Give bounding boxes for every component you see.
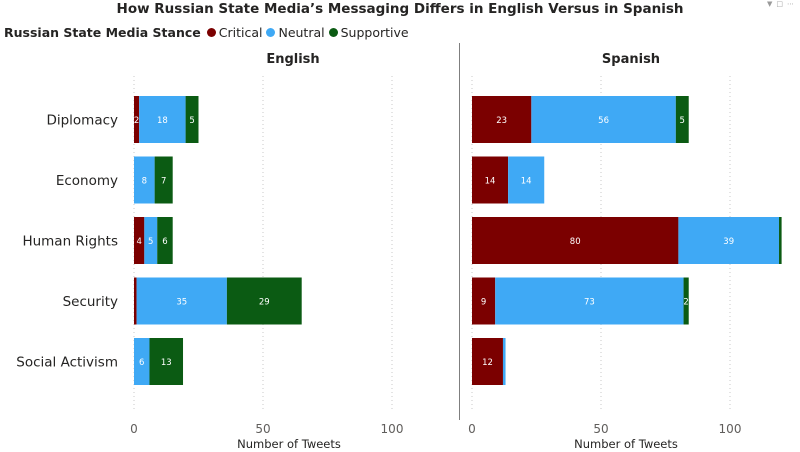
- data-label-english-diplomacy-critical: 2: [134, 116, 139, 126]
- category-label-social-activism: Social Activism: [16, 355, 118, 371]
- bar-spanish-human-rights-supportive: [779, 217, 782, 264]
- data-label-spanish-security-neutral: 73: [584, 298, 595, 308]
- bar-spanish-security-critical: [472, 277, 496, 325]
- tick-label-english-0: 0: [130, 422, 138, 436]
- panel-title-spanish: Spanish: [602, 52, 660, 67]
- data-label-spanish-diplomacy-neutral: 56: [598, 116, 609, 126]
- bar-english-diplomacy-critical: [134, 96, 140, 143]
- tick-label-spanish-100: 100: [719, 422, 742, 436]
- chart-title: How Russian State Media’s Messaging Diff…: [116, 1, 684, 17]
- legend-item-neutral[interactable]: Neutral: [266, 24, 325, 40]
- data-label-english-diplomacy-neutral: 18: [157, 116, 168, 126]
- filter-icon[interactable]: ▼: [766, 0, 773, 8]
- data-label-english-security-neutral: 35: [176, 298, 187, 308]
- bar-english-economy-supportive: [154, 156, 173, 204]
- bar-english-security-supportive: [226, 277, 302, 325]
- bar-english-human-rights-supportive: [157, 217, 173, 264]
- axis-label-spanish: Number of Tweets: [574, 437, 678, 451]
- data-label-spanish-security-critical: 9: [481, 298, 486, 308]
- legend-item-supportive[interactable]: Supportive: [328, 24, 409, 40]
- legend-swatch-critical: [206, 27, 216, 37]
- legend-swatch-neutral: [266, 27, 276, 37]
- data-label-spanish-economy-critical: 14: [485, 177, 496, 187]
- data-label-english-diplomacy-supportive: 5: [189, 116, 194, 126]
- bar-spanish-diplomacy-neutral: [531, 96, 676, 143]
- bar-spanish-security-neutral: [495, 277, 684, 325]
- legend-label-supportive: Supportive: [340, 24, 409, 40]
- visual-header-icons: ▼ □ ⋯: [767, 0, 794, 8]
- data-label-spanish-diplomacy-supportive: 5: [680, 116, 685, 126]
- bar-english-human-rights-critical: [134, 217, 145, 264]
- focus-mode-icon[interactable]: □: [776, 0, 783, 8]
- tick-label-spanish-0: 0: [468, 422, 476, 436]
- data-label-english-human-rights-critical: 4: [136, 237, 141, 247]
- data-label-english-economy-neutral: 8: [142, 177, 147, 187]
- data-label-spanish-human-rights-critical: 80: [570, 237, 581, 247]
- category-label-economy: Economy: [56, 173, 118, 189]
- bar-english-economy-neutral: [134, 156, 155, 204]
- bar-english-social-activism-neutral: [134, 338, 150, 385]
- data-label-english-social-activism-supportive: 13: [161, 358, 172, 368]
- data-label-english-human-rights-neutral: 5: [148, 237, 153, 247]
- bar-spanish-diplomacy-supportive: [675, 96, 689, 143]
- legend-label-neutral: Neutral: [278, 24, 325, 40]
- data-label-english-economy-supportive: 7: [161, 177, 166, 187]
- data-label-english-security-supportive: 29: [259, 298, 270, 308]
- data-label-english-human-rights-supportive: 6: [162, 237, 167, 247]
- legend: Russian State Media Stance Critical Neut…: [4, 24, 413, 40]
- bar-english-human-rights-neutral: [144, 217, 158, 264]
- data-label-spanish-economy-neutral: 14: [521, 177, 532, 187]
- axis-label-english: Number of Tweets: [237, 437, 341, 451]
- bar-english-diplomacy-supportive: [185, 96, 199, 143]
- category-label-diplomacy: Diplomacy: [46, 113, 118, 129]
- legend-label-critical: Critical: [218, 24, 263, 40]
- bar-spanish-security-supportive: [683, 277, 689, 325]
- more-options-icon[interactable]: ⋯: [787, 0, 794, 8]
- bar-spanish-social-activism-critical: [472, 338, 503, 385]
- bar-english-security-neutral: [136, 277, 227, 325]
- bar-english-social-activism-supportive: [149, 338, 184, 385]
- bar-spanish-economy-neutral: [508, 156, 545, 204]
- bar-spanish-economy-critical: [472, 156, 509, 204]
- bar-spanish-social-activism-neutral: [502, 338, 506, 385]
- category-label-security: Security: [63, 294, 118, 310]
- data-label-spanish-security-supportive: 2: [683, 298, 688, 308]
- bar-spanish-human-rights-critical: [472, 217, 679, 264]
- legend-item-critical[interactable]: Critical: [206, 24, 263, 40]
- tick-label-english-100: 100: [381, 422, 404, 436]
- data-label-english-social-activism-neutral: 6: [139, 358, 144, 368]
- bar-english-security-critical: [134, 277, 137, 325]
- bar-english-diplomacy-neutral: [139, 96, 186, 143]
- data-label-spanish-social-activism-critical: 12: [482, 358, 493, 368]
- data-label-spanish-diplomacy-critical: 23: [496, 116, 507, 126]
- legend-swatch-supportive: [328, 27, 338, 37]
- bar-spanish-human-rights-neutral: [678, 217, 780, 264]
- category-label-human-rights: Human Rights: [22, 234, 118, 250]
- data-label-spanish-human-rights-neutral: 39: [723, 237, 734, 247]
- bar-spanish-diplomacy-critical: [472, 96, 532, 143]
- legend-title: Russian State Media Stance: [4, 24, 201, 40]
- tick-label-english-50: 50: [255, 422, 270, 436]
- panel-title-english: English: [266, 52, 319, 67]
- tick-label-spanish-50: 50: [593, 422, 608, 436]
